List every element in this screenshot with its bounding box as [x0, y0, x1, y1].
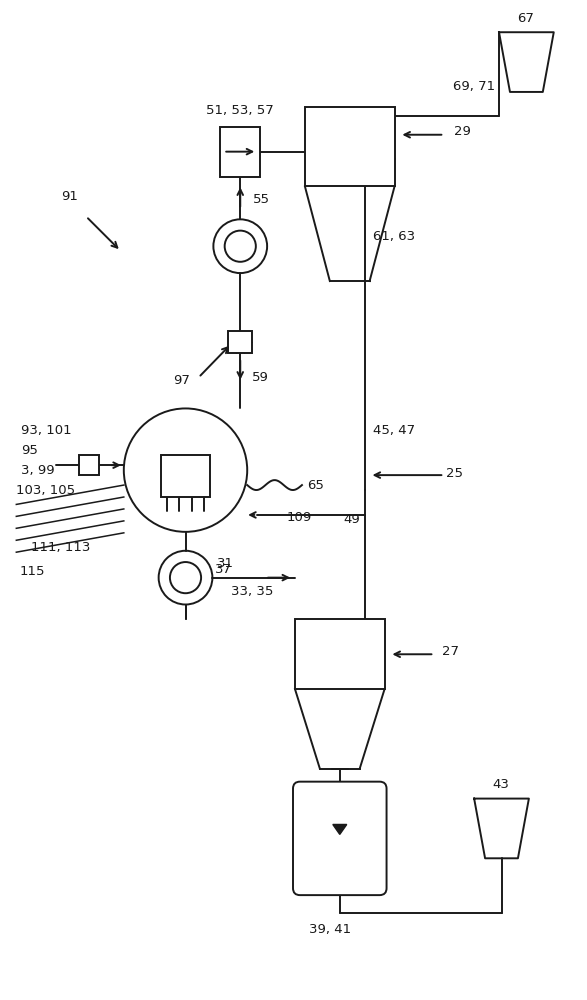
Text: 25: 25 — [446, 467, 463, 480]
Text: 65: 65 — [307, 479, 324, 492]
Text: 69, 71: 69, 71 — [453, 80, 495, 93]
Text: 37: 37 — [215, 563, 232, 576]
Bar — [228, 331, 252, 353]
Text: 33, 35: 33, 35 — [231, 585, 274, 598]
Text: 51, 53, 57: 51, 53, 57 — [207, 104, 274, 117]
Text: 49: 49 — [343, 513, 360, 526]
Text: 55: 55 — [253, 193, 270, 206]
Text: 43: 43 — [492, 778, 510, 791]
Bar — [305, 107, 394, 186]
Text: 3, 99: 3, 99 — [21, 464, 55, 477]
Bar — [220, 127, 260, 177]
Text: 109: 109 — [287, 511, 312, 524]
FancyBboxPatch shape — [293, 782, 387, 895]
Text: 93, 101: 93, 101 — [21, 424, 72, 437]
Text: 59: 59 — [252, 371, 269, 384]
Text: 45, 47: 45, 47 — [373, 424, 415, 437]
Text: 95: 95 — [21, 444, 38, 457]
Text: 91: 91 — [61, 190, 78, 203]
Bar — [161, 455, 210, 497]
Text: 97: 97 — [174, 374, 191, 387]
Text: 111, 113: 111, 113 — [31, 541, 90, 554]
Text: 27: 27 — [442, 645, 459, 658]
Bar — [295, 619, 384, 689]
Text: 103, 105: 103, 105 — [16, 484, 76, 497]
Text: 39, 41: 39, 41 — [309, 923, 351, 936]
Polygon shape — [333, 824, 347, 834]
Text: 31: 31 — [217, 557, 234, 570]
Text: 61, 63: 61, 63 — [373, 230, 415, 243]
Text: 115: 115 — [19, 565, 45, 578]
Text: 29: 29 — [454, 125, 471, 138]
Bar — [79, 455, 99, 475]
Text: 67: 67 — [518, 12, 534, 25]
